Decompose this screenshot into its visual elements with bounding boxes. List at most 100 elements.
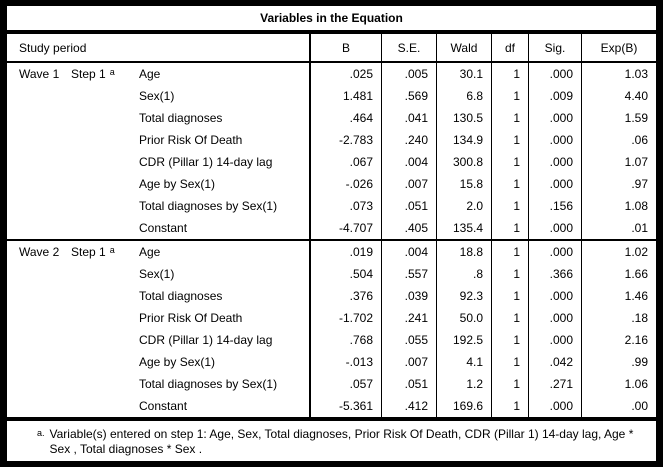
wave-label xyxy=(7,85,63,107)
wald-value: 6.8 xyxy=(436,85,491,107)
sig-value: .000 xyxy=(528,307,581,329)
step-text: Step 1 xyxy=(71,67,106,81)
step-label xyxy=(63,107,139,129)
se-value: .557 xyxy=(381,263,436,285)
variable-label: Constant xyxy=(139,221,188,235)
expb-value: 1.08 xyxy=(581,195,656,217)
wave-label xyxy=(7,307,63,329)
df-value: 1 xyxy=(491,151,528,173)
wave-label xyxy=(7,329,63,351)
b-value: .025 xyxy=(309,63,381,85)
table-row: Total diagnoses by Sex(1) .073 .051 2.0 … xyxy=(7,195,656,217)
sig-value: .000 xyxy=(528,129,581,151)
variable-label: CDR (Pillar 1) 14-day lag xyxy=(139,333,273,347)
table-row: Prior Risk Of Death -1.702 .241 50.0 1 .… xyxy=(7,307,656,329)
wald-value: 30.1 xyxy=(436,63,491,85)
variable-label: Total diagnoses xyxy=(139,111,223,125)
wald-value: 135.4 xyxy=(436,217,491,239)
sig-value: .000 xyxy=(528,241,581,263)
df-value: 1 xyxy=(491,373,528,395)
expb-value: .97 xyxy=(581,173,656,195)
wave-label: Wave 2 xyxy=(19,245,60,259)
wave-label xyxy=(7,351,63,373)
wald-value: .8 xyxy=(436,263,491,285)
wave-label xyxy=(7,263,63,285)
expb-value: .18 xyxy=(581,307,656,329)
se-value: .005 xyxy=(381,63,436,85)
variable-label: Total diagnoses by Sex(1) xyxy=(139,377,278,391)
wave-label xyxy=(7,373,63,395)
expb-value: 4.40 xyxy=(581,85,656,107)
footnote-marker-ref: a xyxy=(109,66,115,77)
footnote-marker-ref: a xyxy=(109,244,115,255)
step-label xyxy=(63,195,139,217)
b-value: 1.481 xyxy=(309,85,381,107)
df-value: 1 xyxy=(491,263,528,285)
b-value: -.026 xyxy=(309,173,381,195)
sig-value: .000 xyxy=(528,107,581,129)
table-row: Prior Risk Of Death -2.783 .240 134.9 1 … xyxy=(7,129,656,151)
b-value: .464 xyxy=(309,107,381,129)
b-value: .057 xyxy=(309,373,381,395)
table-row: Constant -4.707 .405 135.4 1 .000 .01 xyxy=(7,217,656,239)
table-row: Age by Sex(1) -.026 .007 15.8 1 .000 .97 xyxy=(7,173,656,195)
variable-label: Age by Sex(1) xyxy=(139,355,216,369)
sig-value: .009 xyxy=(528,85,581,107)
b-value: .504 xyxy=(309,263,381,285)
table-title: Variables in the Equation xyxy=(7,6,656,30)
wald-value: 2.0 xyxy=(436,195,491,217)
se-value: .051 xyxy=(381,373,436,395)
df-value: 1 xyxy=(491,285,528,307)
b-value: -2.783 xyxy=(309,129,381,151)
b-value: .376 xyxy=(309,285,381,307)
se-value: .055 xyxy=(381,329,436,351)
wald-value: 300.8 xyxy=(436,151,491,173)
step-label xyxy=(63,373,139,395)
header-b: B xyxy=(309,34,381,61)
df-value: 1 xyxy=(491,63,528,85)
title-divider xyxy=(7,30,656,34)
variable-label: Age xyxy=(139,245,161,259)
b-value: -.013 xyxy=(309,351,381,373)
se-value: .004 xyxy=(381,241,436,263)
df-value: 1 xyxy=(491,173,528,195)
se-value: .241 xyxy=(381,307,436,329)
step-label xyxy=(63,395,139,417)
expb-value: 1.03 xyxy=(581,63,656,85)
sig-value: .000 xyxy=(528,173,581,195)
wave-label xyxy=(7,151,63,173)
table-header-row: Study period B S.E. Wald df Sig. Exp(B) xyxy=(7,34,656,63)
header-wald: Wald xyxy=(436,34,491,61)
df-value: 1 xyxy=(491,307,528,329)
table-row: Sex(1) .504 .557 .8 1 .366 1.66 xyxy=(7,263,656,285)
b-value: .019 xyxy=(309,241,381,263)
se-value: .004 xyxy=(381,151,436,173)
wald-value: 15.8 xyxy=(436,173,491,195)
wald-value: 1.2 xyxy=(436,373,491,395)
header-expb: Exp(B) xyxy=(581,34,656,61)
wave-label xyxy=(7,395,63,417)
variable-label: Age by Sex(1) xyxy=(139,177,216,191)
footnote-marker: a. xyxy=(37,428,45,438)
table-row: Total diagnoses .376 .039 92.3 1 .000 1.… xyxy=(7,285,656,307)
step-label xyxy=(63,263,139,285)
se-value: .569 xyxy=(381,85,436,107)
df-value: 1 xyxy=(491,329,528,351)
sig-value: .000 xyxy=(528,395,581,417)
expb-value: .01 xyxy=(581,217,656,239)
wald-value: 169.6 xyxy=(436,395,491,417)
header-study-period: Study period xyxy=(19,40,87,55)
expb-value: .06 xyxy=(581,129,656,151)
sig-value: .042 xyxy=(528,351,581,373)
se-value: .412 xyxy=(381,395,436,417)
variable-label: Prior Risk Of Death xyxy=(139,133,243,147)
wald-value: 192.5 xyxy=(436,329,491,351)
wave-label xyxy=(7,129,63,151)
wald-value: 4.1 xyxy=(436,351,491,373)
sig-value: .000 xyxy=(528,151,581,173)
df-value: 1 xyxy=(491,195,528,217)
